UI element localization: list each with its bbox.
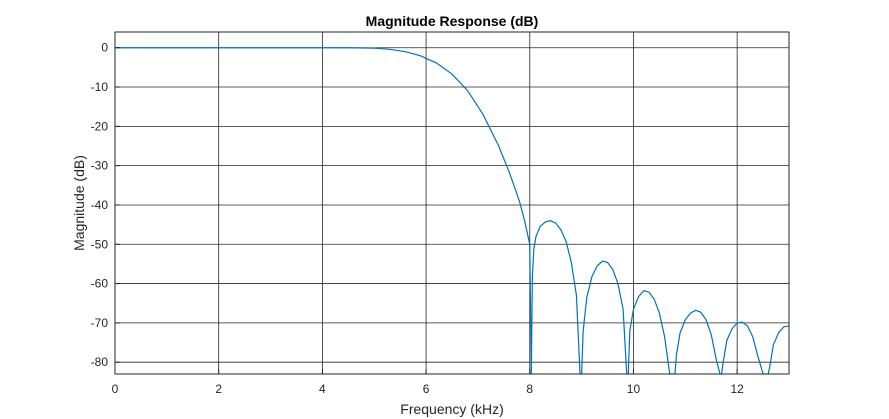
- y-axis-label: Magnitude (dB): [71, 155, 87, 251]
- y-tick-label: -70: [91, 316, 109, 330]
- y-tick-label: -80: [91, 355, 109, 369]
- chart-title: Magnitude Response (dB): [366, 13, 539, 29]
- x-axis: 0 2 4 6 8 10 12: [112, 369, 744, 396]
- y-axis: 0 -10 -20 -30 -40 -50 -60 -70 -80: [91, 41, 120, 369]
- plot-area: [115, 32, 789, 374]
- x-tick-label: 12: [730, 382, 744, 396]
- x-tick-label: 2: [215, 382, 222, 396]
- y-tick-label: -20: [91, 119, 109, 133]
- x-axis-label: Frequency (kHz): [400, 401, 503, 417]
- y-tick-label: -60: [91, 277, 109, 291]
- plot-frame: [114, 31, 790, 375]
- x-tick-label: 8: [526, 382, 533, 396]
- y-tick-label: -10: [91, 80, 109, 94]
- x-tick-label: 4: [319, 382, 326, 396]
- x-tick-label: 6: [423, 382, 430, 396]
- y-tick-label: -30: [91, 159, 109, 173]
- y-tick-label: -40: [91, 198, 109, 212]
- series-line: [115, 47, 789, 374]
- x-tick-label: 0: [112, 382, 119, 396]
- y-tick-label: -50: [91, 237, 109, 251]
- x-tick-label: 10: [627, 382, 641, 396]
- y-tick-label: 0: [101, 41, 108, 55]
